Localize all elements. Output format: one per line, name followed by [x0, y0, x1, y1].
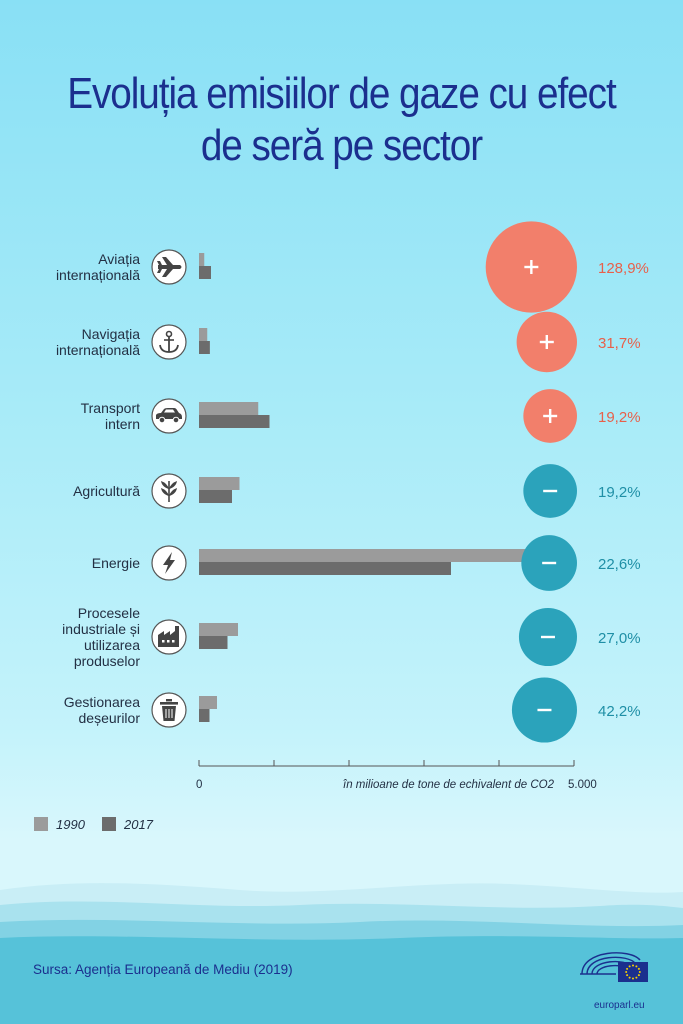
category-label: Procesele	[78, 605, 140, 621]
x-tick-label-5000: 5.000	[568, 779, 597, 791]
legend-label-2017: 2017	[123, 817, 154, 832]
category-label: industriale și	[62, 621, 140, 637]
bar-1990	[199, 328, 208, 341]
bar-1990	[199, 402, 259, 415]
bar-1990	[199, 253, 205, 266]
category-label: Transport	[81, 400, 141, 416]
category-label: Aviația	[98, 251, 140, 267]
change-value: 42,2%	[598, 703, 641, 720]
title-line-1: Evoluția emisiilor de gaze cu efect	[67, 69, 617, 118]
category-label: Agricultură	[73, 483, 140, 499]
lightning-icon	[163, 552, 175, 574]
bar-2017	[199, 341, 210, 354]
legend: 1990 2017	[34, 817, 154, 832]
title-line-2: de seră pe sector	[200, 121, 483, 170]
x-tick-label-0: 0	[196, 779, 202, 791]
bar-2017	[199, 490, 232, 503]
category-label: Gestionarea	[64, 694, 140, 710]
source-note: Sursa: Agenția Europeană de Mediu (2019)	[33, 962, 293, 977]
footer-url: europarl.eu	[594, 1000, 645, 1011]
bar-1990	[199, 696, 217, 709]
change-value: 19,2%	[598, 409, 641, 426]
change-value: 27,0%	[598, 630, 641, 647]
bar-2017	[199, 266, 211, 279]
bar-2017	[199, 636, 228, 649]
airplane-icon	[157, 257, 182, 277]
bar-1990	[199, 623, 238, 636]
chart-row-lightning: Energie 22,6%	[92, 535, 641, 591]
category-label: Navigația	[82, 326, 141, 342]
category-label: deșeurilor	[79, 710, 141, 726]
legend-swatch-1990	[34, 817, 48, 831]
legend-swatch-2017	[102, 817, 116, 831]
chart-row-plant: Agricultură 19,2%	[73, 464, 641, 518]
european-parliament-logo	[580, 952, 648, 982]
legend-label-1990: 1990	[56, 817, 86, 832]
x-axis: 0 5.000 în milioane de tone de echivalen…	[196, 760, 597, 791]
category-label: intern	[105, 416, 140, 432]
wave-decoration	[0, 883, 683, 1024]
page-title: Evoluția emisiilor de gaze cu efect de s…	[41, 68, 642, 172]
bar-2017	[199, 709, 210, 722]
plant-icon	[161, 481, 177, 502]
category-label: internațională	[56, 267, 140, 283]
bar-1990	[199, 477, 240, 490]
change-value: 128,9%	[598, 260, 649, 277]
change-value: 22,6%	[598, 556, 641, 573]
x-axis-unit-label: în milioane de tone de echivalent de CO2	[343, 779, 555, 791]
change-value: 19,2%	[598, 484, 641, 501]
category-label: Energie	[92, 555, 140, 571]
category-label: produselor	[74, 653, 140, 669]
bar-2017	[199, 562, 451, 575]
factory-icon	[158, 626, 179, 647]
car-icon	[156, 408, 182, 424]
anchor-icon	[159, 330, 179, 353]
bar-1990	[199, 549, 528, 562]
bar-2017	[199, 415, 270, 428]
category-label: internațională	[56, 342, 140, 358]
category-label: utilizarea	[84, 637, 140, 653]
trash-icon	[160, 699, 178, 721]
change-value: 31,7%	[598, 335, 641, 352]
